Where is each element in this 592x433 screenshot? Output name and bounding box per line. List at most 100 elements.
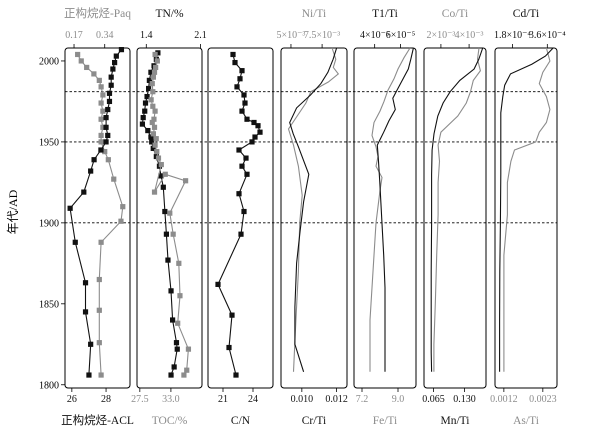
data-point [140, 115, 146, 121]
top-tick-label: 4×10⁻⁵ [360, 30, 389, 41]
data-point [82, 280, 89, 286]
data-point [91, 71, 97, 77]
bottom-tick-label: 0.130 [453, 394, 476, 405]
data-point [169, 317, 176, 323]
panel-frame [494, 47, 558, 389]
data-point [233, 372, 239, 378]
data-point [153, 64, 159, 71]
data-point [151, 116, 157, 122]
bottom-tick-label: 0.065 [422, 394, 445, 405]
data-point [163, 231, 170, 237]
data-point [98, 139, 104, 145]
bottom-tick-label: 0.0023 [529, 394, 557, 405]
data-point [241, 92, 247, 98]
data-point [81, 189, 87, 195]
data-point [230, 51, 236, 58]
data-point [152, 51, 158, 58]
bottom-tick-label: 28 [101, 394, 111, 405]
panel-4: Ni/Ti 5×10⁻³7.5×10⁻³ 0.010 0.012 Cr/Ti [277, 8, 348, 427]
top-tick-label: 3.6×10⁻⁴ [529, 30, 566, 41]
data-point [96, 307, 102, 313]
data-point [118, 47, 125, 53]
top-tick-label: 1.8×10⁻⁴ [494, 30, 531, 41]
data-point [168, 288, 174, 294]
data-point [88, 341, 94, 347]
data-point [150, 103, 156, 109]
data-point [165, 257, 171, 263]
data-point [98, 147, 104, 153]
data-point [148, 69, 154, 75]
series-cd-ti [499, 47, 554, 372]
data-point [150, 145, 156, 151]
data-point [251, 119, 257, 126]
data-point [242, 100, 248, 106]
data-point [184, 367, 190, 373]
y-tick-label: 2000 [39, 56, 59, 67]
data-point [98, 132, 104, 139]
data-point [82, 309, 89, 315]
data-point [238, 231, 244, 237]
data-point [100, 108, 106, 114]
top-tick-label: 5×10⁻³ [277, 30, 306, 41]
data-point [162, 208, 168, 215]
panel-frame [64, 47, 131, 389]
data-point [239, 68, 245, 74]
data-point [236, 147, 242, 153]
series-t1-ti [376, 47, 414, 372]
panel-frame [207, 47, 274, 389]
y-axis-label-group: 年代/AD [6, 189, 20, 234]
y-tick-label: 1800 [39, 380, 59, 391]
panel-frame [423, 47, 487, 389]
panel-bottom-title: 正构烷烃-ACL [61, 413, 134, 427]
data-point [118, 218, 124, 224]
data-point [177, 293, 183, 299]
bottom-tick-label: 24 [248, 394, 258, 405]
data-point [243, 155, 249, 161]
data-point [154, 149, 160, 155]
data-point [150, 131, 156, 137]
panel-3: 21 24 C/N [207, 47, 274, 427]
data-point [103, 124, 109, 130]
data-point [150, 74, 156, 80]
data-point [144, 93, 150, 100]
data-point [183, 178, 189, 184]
top-tick-label: 2×10⁻³ [426, 30, 455, 41]
bottom-tick-label: 7.2 [356, 394, 369, 405]
series-line [217, 54, 261, 376]
data-point [175, 320, 181, 326]
data-point [96, 340, 102, 346]
top-tick-label: 4×10⁻³ [455, 30, 484, 41]
bottom-tick-label: 0.0012 [490, 394, 518, 405]
data-point [155, 155, 162, 161]
data-point [185, 346, 192, 352]
series-line [499, 47, 554, 372]
panel-frame [136, 47, 203, 389]
data-point [88, 168, 94, 174]
series-line [430, 47, 484, 372]
series-line [376, 47, 414, 372]
data-point [181, 372, 187, 378]
data-point [176, 260, 182, 266]
panel-1: 正构烷烃-Paq 0.17 0.34 26 28 正构烷烃-ACL [61, 6, 134, 427]
data-point [86, 372, 92, 378]
data-point [239, 163, 245, 169]
y-tick-label: 1850 [39, 299, 59, 310]
data-point [154, 58, 160, 64]
data-point [239, 108, 245, 114]
series-line [433, 47, 481, 372]
panel-7: Cd/Ti 1.8×10⁻⁴3.6×10⁻⁴ 0.0012 0.0023 As/Ti [490, 8, 566, 427]
data-point [103, 115, 109, 121]
series-line [369, 47, 411, 372]
top-tick-label: 6×10⁻⁵ [386, 30, 415, 41]
top-tick-label: 2.1 [194, 30, 207, 41]
series-mn-ti [430, 47, 484, 372]
series-line [287, 47, 340, 372]
bottom-tick-label: 9.0 [392, 394, 405, 405]
data-point [108, 74, 114, 80]
data-point [257, 129, 263, 135]
data-point [105, 106, 111, 113]
panel-bottom-title: Mn/Ti [441, 415, 470, 427]
data-point [67, 205, 73, 211]
data-point [98, 372, 104, 378]
